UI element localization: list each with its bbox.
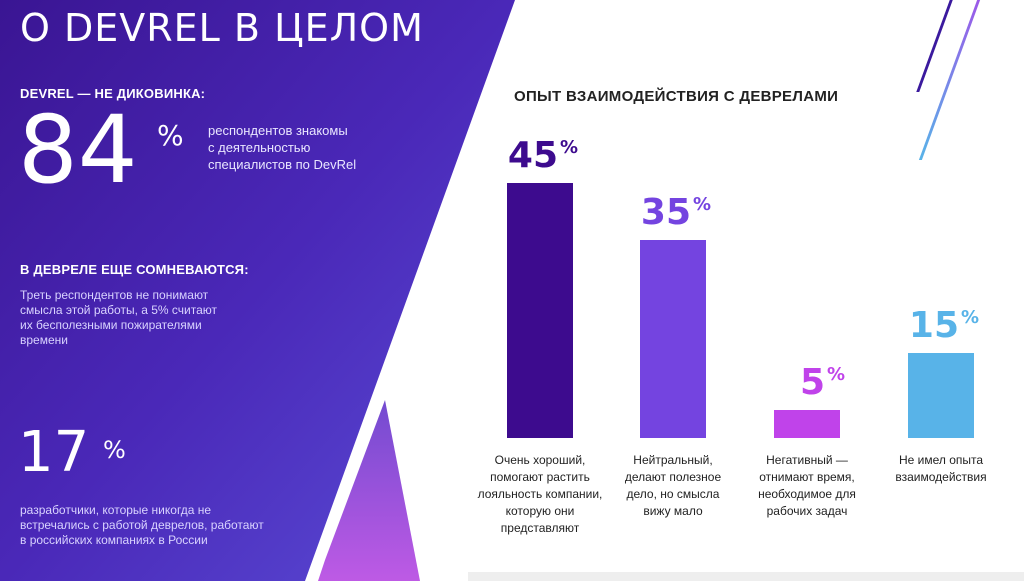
section2-heading: В ДЕВРЕЛЕ ЕЩЕ СОМНЕВАЮТСЯ: bbox=[20, 262, 249, 277]
bar-value-label: 15 bbox=[908, 305, 959, 346]
section3-description: разработчики, которые никогда не встреча… bbox=[20, 503, 264, 548]
bar-unit-label: % bbox=[827, 364, 846, 385]
desc-line: в российских компаниях в России bbox=[20, 533, 208, 547]
left-panel bbox=[0, 0, 515, 581]
category-label-line: взаимодействия bbox=[895, 470, 987, 484]
bottom-strip bbox=[468, 572, 1024, 581]
bar-2 bbox=[640, 240, 706, 438]
category-label-line: представляют bbox=[500, 521, 580, 535]
bar-1 bbox=[507, 183, 573, 438]
category-label-line: рабочих задач bbox=[766, 504, 848, 518]
category-label: Не имел опыта взаимодействия bbox=[876, 452, 1006, 486]
desc-line: разработчики, которые никогда не bbox=[20, 503, 212, 517]
category-label-line: дело, но смысла bbox=[626, 487, 720, 501]
bar-value-label: 5 bbox=[799, 362, 825, 403]
stat-17-value: 17 bbox=[18, 420, 90, 485]
category-label-line: делают полезное bbox=[624, 470, 722, 484]
section2-description: Треть респондентов не понимают смысла эт… bbox=[20, 288, 217, 348]
stat-84-value: 84 bbox=[18, 96, 138, 205]
category-label-line: необходимое для bbox=[758, 487, 856, 501]
desc-line: встречались с работой деврелов, работают bbox=[20, 518, 264, 532]
bar-unit-label: % bbox=[560, 137, 579, 158]
category-label: Нейтральный, делают полезное дело, но смыс… bbox=[608, 452, 738, 520]
category-label-line: которую они bbox=[505, 504, 575, 518]
category-label-line: помогают растить bbox=[490, 470, 590, 484]
bar-unit-label: % bbox=[693, 194, 712, 215]
desc-line: респондентов знакомы bbox=[208, 123, 348, 138]
bar-4 bbox=[908, 353, 974, 438]
category-label-line: вижу мало bbox=[643, 504, 703, 518]
category-label: Негативный — отнимают время, необходимое д… bbox=[742, 452, 872, 520]
desc-line: специалистов по DevRel bbox=[208, 157, 357, 172]
desc-line: их бесполезными пожирателями bbox=[20, 318, 202, 332]
category-label-line: Нейтральный, bbox=[633, 453, 713, 467]
desc-line: Треть респондентов не понимают bbox=[20, 288, 209, 302]
stat-84-unit: % bbox=[157, 119, 184, 152]
stat-84-description: респондентов знакомы с деятельностью спе… bbox=[208, 122, 356, 173]
desc-line: смысла этой работы, а 5% считают bbox=[20, 303, 218, 317]
chart-title: ОПЫТ ВЗАИМОДЕЙСТВИЯ С ДЕВРЕЛАМИ bbox=[514, 88, 839, 105]
page-title: О DEVREL В ЦЕЛОМ bbox=[20, 6, 424, 50]
section1-heading: DEVREL — НЕ ДИКОВИНКА: bbox=[20, 86, 206, 101]
bar-value-label: 35 bbox=[640, 192, 691, 233]
category-label-line: Негативный — bbox=[766, 453, 848, 467]
desc-line: с деятельностью bbox=[208, 140, 311, 155]
stat-17-unit: % bbox=[103, 436, 126, 464]
bar-value-label: 45 bbox=[507, 135, 558, 176]
category-label-line: Очень хороший, bbox=[494, 453, 586, 467]
category-label-line: отнимают время, bbox=[759, 470, 855, 484]
bar-3 bbox=[774, 410, 840, 438]
accent-triangle bbox=[318, 400, 420, 581]
desc-line: времени bbox=[20, 333, 68, 347]
bar-unit-label: % bbox=[961, 307, 980, 328]
category-label-line: лояльность компании, bbox=[477, 487, 603, 501]
category-label-line: Не имел опыта bbox=[898, 453, 984, 467]
category-label: Очень хороший, помогают растить лояльность… bbox=[475, 452, 605, 537]
